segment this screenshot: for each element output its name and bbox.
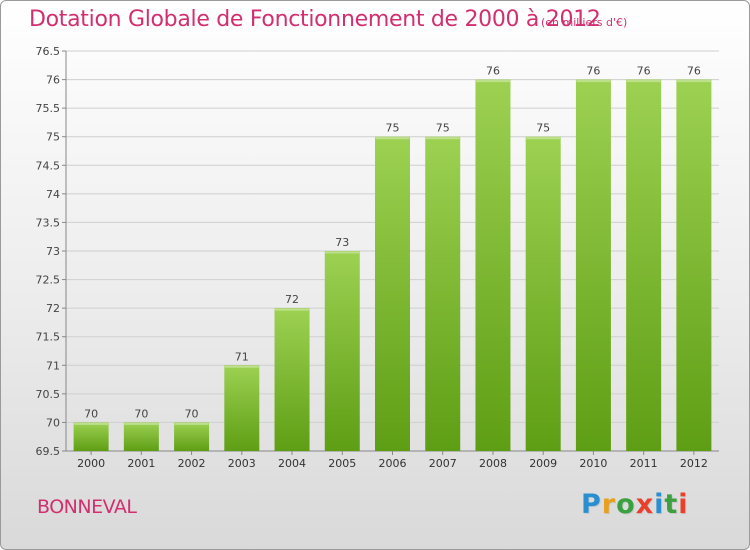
x-tick-label: 2002 <box>178 457 206 470</box>
bar <box>475 79 511 452</box>
bar <box>224 365 260 451</box>
logo-letter: i <box>654 489 665 520</box>
logo-letter: i <box>678 489 689 520</box>
y-tick-label: 74 <box>46 188 60 201</box>
logo-letter: t <box>664 489 679 520</box>
bar <box>123 422 159 451</box>
bar <box>174 422 210 451</box>
bar <box>324 251 360 451</box>
y-tick-label: 76.5 <box>36 45 61 58</box>
x-tick-label: 2009 <box>529 457 557 470</box>
y-tick-label: 75 <box>46 131 60 144</box>
bar-value-label: 76 <box>486 65 500 78</box>
bar <box>73 422 109 451</box>
y-tick-label: 75.5 <box>36 102 61 115</box>
bar <box>425 136 461 451</box>
bar-value-label: 73 <box>335 236 349 249</box>
bar-value-label: 75 <box>536 122 550 135</box>
bar <box>626 79 662 452</box>
x-tick-label: 2001 <box>127 457 155 470</box>
x-tick-label: 2012 <box>680 457 708 470</box>
chart-unit: (en milliers d'€) <box>541 16 628 29</box>
logo-letter: r <box>601 489 617 520</box>
x-tick-label: 2010 <box>579 457 607 470</box>
y-tick-label: 71.5 <box>36 331 61 344</box>
bar-highlight <box>224 365 259 368</box>
bar <box>274 308 310 451</box>
bar-highlight <box>526 137 561 140</box>
commune-name: BONNEVAL <box>37 496 137 518</box>
y-tick-label: 69.5 <box>36 445 61 458</box>
bar-value-label: 70 <box>84 407 98 420</box>
bar-highlight <box>626 80 661 83</box>
bar-value-label: 76 <box>637 65 651 78</box>
bar <box>575 79 611 452</box>
logo-letter: o <box>616 489 636 520</box>
bar-value-label: 72 <box>285 293 299 306</box>
x-tick-label: 2011 <box>630 457 658 470</box>
bar <box>676 79 712 452</box>
bar-highlight <box>325 251 360 254</box>
logo-letter: P <box>581 489 602 520</box>
bar-value-label: 70 <box>185 407 199 420</box>
bar <box>525 136 561 451</box>
x-tick-label: 2000 <box>77 457 105 470</box>
bar-value-label: 76 <box>687 65 701 78</box>
x-tick-label: 2005 <box>328 457 356 470</box>
bar-value-label: 71 <box>235 350 249 363</box>
bar-highlight <box>425 137 460 140</box>
x-tick-label: 2006 <box>379 457 407 470</box>
proxiti-logo: Proxiti <box>581 489 689 520</box>
bar-highlight <box>275 308 310 311</box>
x-tick-label: 2007 <box>429 457 457 470</box>
bar-highlight <box>676 80 711 83</box>
bar-value-label: 75 <box>386 122 400 135</box>
x-tick-label: 2003 <box>228 457 256 470</box>
bar-highlight <box>74 422 109 425</box>
y-tick-label: 72.5 <box>36 274 61 287</box>
y-tick-label: 70 <box>46 416 60 429</box>
bar-value-label: 75 <box>436 122 450 135</box>
chart-title: Dotation Globale de Fonctionnement de 20… <box>29 7 601 32</box>
logo-letter: x <box>635 489 655 520</box>
bar-value-label: 70 <box>134 407 148 420</box>
y-tick-label: 74.5 <box>36 159 61 172</box>
bar-highlight <box>124 422 159 425</box>
bars <box>73 79 712 452</box>
bar-highlight <box>576 80 611 83</box>
bar-highlight <box>375 137 410 140</box>
x-tick-label: 2008 <box>479 457 507 470</box>
bar-highlight <box>475 80 510 83</box>
bar-value-label: 76 <box>586 65 600 78</box>
y-tick-label: 76 <box>46 74 60 87</box>
bar <box>375 136 410 451</box>
y-tick-label: 73 <box>46 245 60 258</box>
labels: 70 2000 70 2001 70 2002 71 2003 72 2004 73 2005 75 20… <box>77 65 708 470</box>
y-tick-label: 71 <box>46 359 60 372</box>
bar-highlight <box>174 422 209 425</box>
y-tick-label: 70.5 <box>36 388 61 401</box>
y-tick-label: 73.5 <box>36 216 61 229</box>
y-tick-label: 72 <box>46 302 60 315</box>
x-tick-label: 2004 <box>278 457 306 470</box>
